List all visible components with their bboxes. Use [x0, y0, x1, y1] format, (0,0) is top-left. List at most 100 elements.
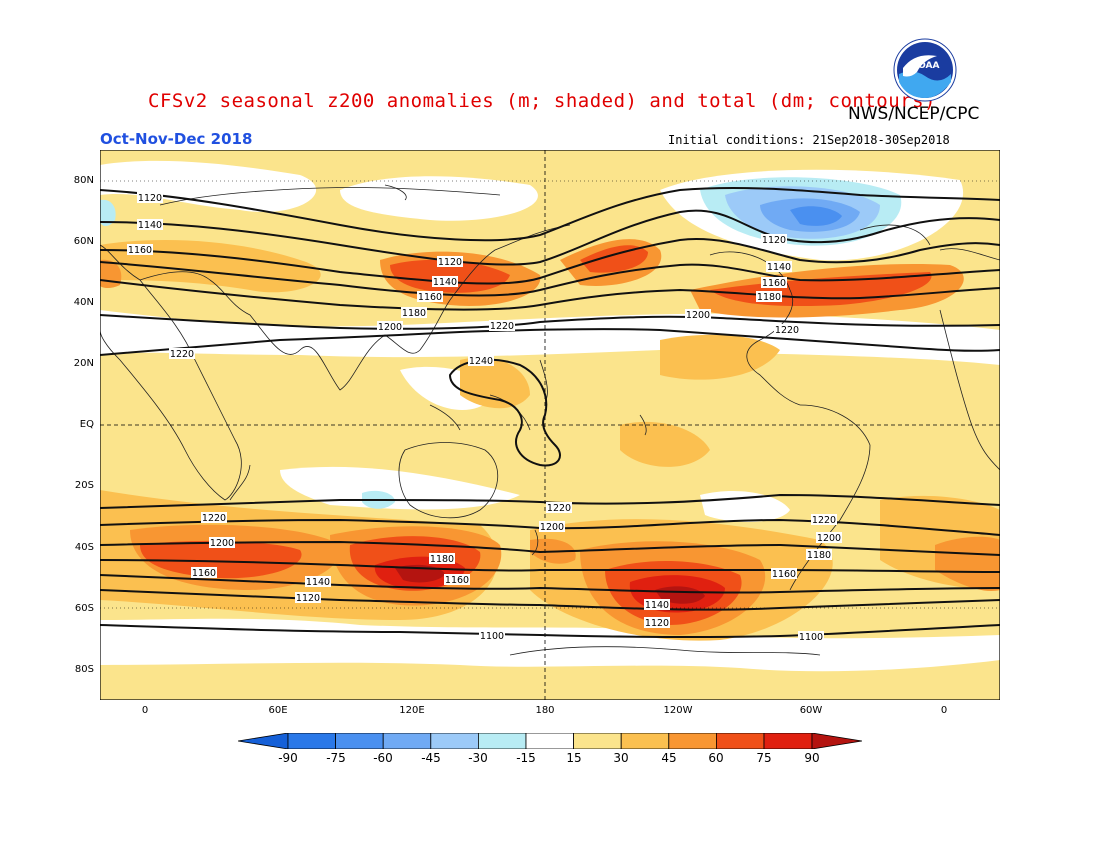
contour-label-1120-sh-west: 1120	[295, 592, 321, 604]
lon-label-0-east: 0	[940, 705, 948, 716]
svg-text:1140: 1140	[433, 277, 457, 288]
contour-label-1220-sh-west: 1220	[201, 512, 227, 524]
contour-label-1180-atlantic: 1180	[756, 291, 782, 303]
lat-label-20s: 20S	[74, 480, 94, 491]
svg-text:1220: 1220	[490, 321, 514, 332]
lat-label-40n: 40N	[73, 297, 94, 308]
svg-text:1120: 1120	[438, 257, 462, 268]
contour-label-1100-sh-east: 1100	[798, 631, 824, 643]
colorbar-label-neg75: -75	[326, 751, 346, 765]
contour-label-1180-sh-east: 1180	[806, 549, 832, 561]
lon-label-120w: 120W	[663, 705, 693, 716]
svg-text:1120: 1120	[296, 593, 320, 604]
contour-label-1180-pacific: 1180	[401, 307, 427, 319]
colorbar-label-neg90: -90	[278, 751, 298, 765]
svg-text:1160: 1160	[772, 569, 796, 580]
svg-text:1100: 1100	[480, 631, 504, 642]
lon-label-0-west: 0	[141, 705, 149, 716]
svg-text:1160: 1160	[418, 292, 442, 303]
contour-label-1140-sh-west: 1140	[305, 576, 331, 588]
contour-label-1240-pacific: 1240	[468, 355, 494, 367]
lon-label-60w: 60W	[799, 705, 823, 716]
contour-label-1180-australia: 1180	[429, 553, 455, 565]
colorbar-label-15: 15	[566, 751, 582, 765]
contour-label-1160-nh-west: 1160	[127, 244, 153, 256]
svg-text:1140: 1140	[138, 220, 162, 231]
svg-text:1220: 1220	[775, 325, 799, 336]
svg-text:1120: 1120	[762, 235, 786, 246]
map-title: CFSv2 seasonal z200 anomalies (m; shaded…	[148, 90, 936, 112]
contour-label-1200-atlantic: 1200	[685, 309, 711, 321]
agency-label: NWS/NCEP/CPC	[848, 104, 980, 124]
colorbar-label-75: 75	[756, 751, 772, 765]
lat-label-40s: 40S	[74, 542, 94, 553]
contour-label-1120-pacific-south: 1120	[644, 617, 670, 629]
contour-label-1220-sh-central: 1220	[546, 502, 572, 514]
lat-label-80s: 80S	[74, 664, 94, 675]
noaa-logo-icon: NOAA	[893, 38, 957, 102]
svg-text:1120: 1120	[138, 193, 162, 204]
colorbar-label-neg60: -60	[373, 751, 393, 765]
colorbar-label-neg45: -45	[421, 751, 441, 765]
colorbar-label-30: 30	[613, 751, 629, 765]
contour-label-1140-pacific-south: 1140	[644, 599, 670, 611]
coastlines	[100, 184, 1000, 656]
lon-label-180: 180	[535, 705, 555, 716]
contour-label-1220-pacific: 1220	[489, 320, 515, 332]
colorbar-label-60: 60	[708, 751, 724, 765]
svg-text:1100: 1100	[799, 632, 823, 643]
contour-label-1200-sh-east: 1200	[816, 532, 842, 544]
svg-text:1140: 1140	[645, 600, 669, 611]
svg-text:1140: 1140	[767, 262, 791, 273]
contour-label-1160-sh-east: 1160	[771, 568, 797, 580]
colorbar	[238, 733, 862, 749]
svg-text:1140: 1140	[306, 577, 330, 588]
contour-label-1220-sh-east: 1220	[811, 514, 837, 526]
svg-text:1160: 1160	[128, 245, 152, 256]
contour-label-1160-atlantic: 1160	[761, 277, 787, 289]
contour-label-1160-pacific: 1160	[417, 291, 443, 303]
svg-text:1160: 1160	[762, 278, 786, 289]
contour-labels: 1120 1140 1160 1120 1140 1160 1180 1200 …	[127, 192, 842, 643]
contour-label-1120-nh-west: 1120	[137, 192, 163, 204]
contour-label-1200-asia: 1200	[377, 321, 403, 333]
svg-text:1120: 1120	[645, 618, 669, 629]
svg-text:1180: 1180	[807, 550, 831, 561]
svg-text:1220: 1220	[202, 513, 226, 524]
colorbar-label-90: 90	[804, 751, 820, 765]
svg-text:1240: 1240	[469, 356, 493, 367]
svg-text:1180: 1180	[430, 554, 454, 565]
colorbar-label-neg15: -15	[516, 751, 536, 765]
svg-text:1200: 1200	[378, 322, 402, 333]
season-label: Oct-Nov-Dec 2018	[100, 130, 253, 148]
colorbar-label-45: 45	[661, 751, 677, 765]
lat-label-eq: EQ	[79, 419, 94, 430]
contour-label-1140-nh-west: 1140	[137, 219, 163, 231]
lon-label-120e: 120E	[399, 705, 425, 716]
anomaly-map: 1120 1140 1160 1120 1140 1160 1180 1200 …	[100, 150, 1000, 700]
contour-label-1200-sh-west: 1200	[209, 537, 235, 549]
svg-text:1180: 1180	[757, 292, 781, 303]
contour-label-1140-atlantic: 1140	[766, 261, 792, 273]
lat-label-60n: 60N	[73, 236, 94, 247]
contour-label-1160-sh-west: 1160	[191, 567, 217, 579]
contour-label-1140-pacific: 1140	[432, 276, 458, 288]
height-contours	[100, 186, 1000, 639]
colorbar-label-neg30: -30	[468, 751, 488, 765]
lat-label-80n: 80N	[73, 175, 94, 186]
svg-text:1200: 1200	[817, 533, 841, 544]
svg-text:1220: 1220	[547, 503, 571, 514]
contour-label-1120-atlantic: 1120	[761, 234, 787, 246]
contour-label-1120-pacific: 1120	[437, 256, 463, 268]
contour-label-1220-africa: 1220	[169, 348, 195, 360]
svg-text:NOAA: NOAA	[911, 61, 940, 71]
contour-label-1220-atlantic: 1220	[774, 324, 800, 336]
lat-label-20n: 20N	[73, 358, 94, 369]
svg-text:1200: 1200	[210, 538, 234, 549]
svg-text:1160: 1160	[192, 568, 216, 579]
lat-label-60s: 60S	[74, 603, 94, 614]
lon-label-60e: 60E	[268, 705, 288, 716]
svg-text:1200: 1200	[540, 522, 564, 533]
initial-conditions-label: Initial conditions: 21Sep2018-30Sep2018	[668, 133, 950, 147]
svg-text:1220: 1220	[170, 349, 194, 360]
